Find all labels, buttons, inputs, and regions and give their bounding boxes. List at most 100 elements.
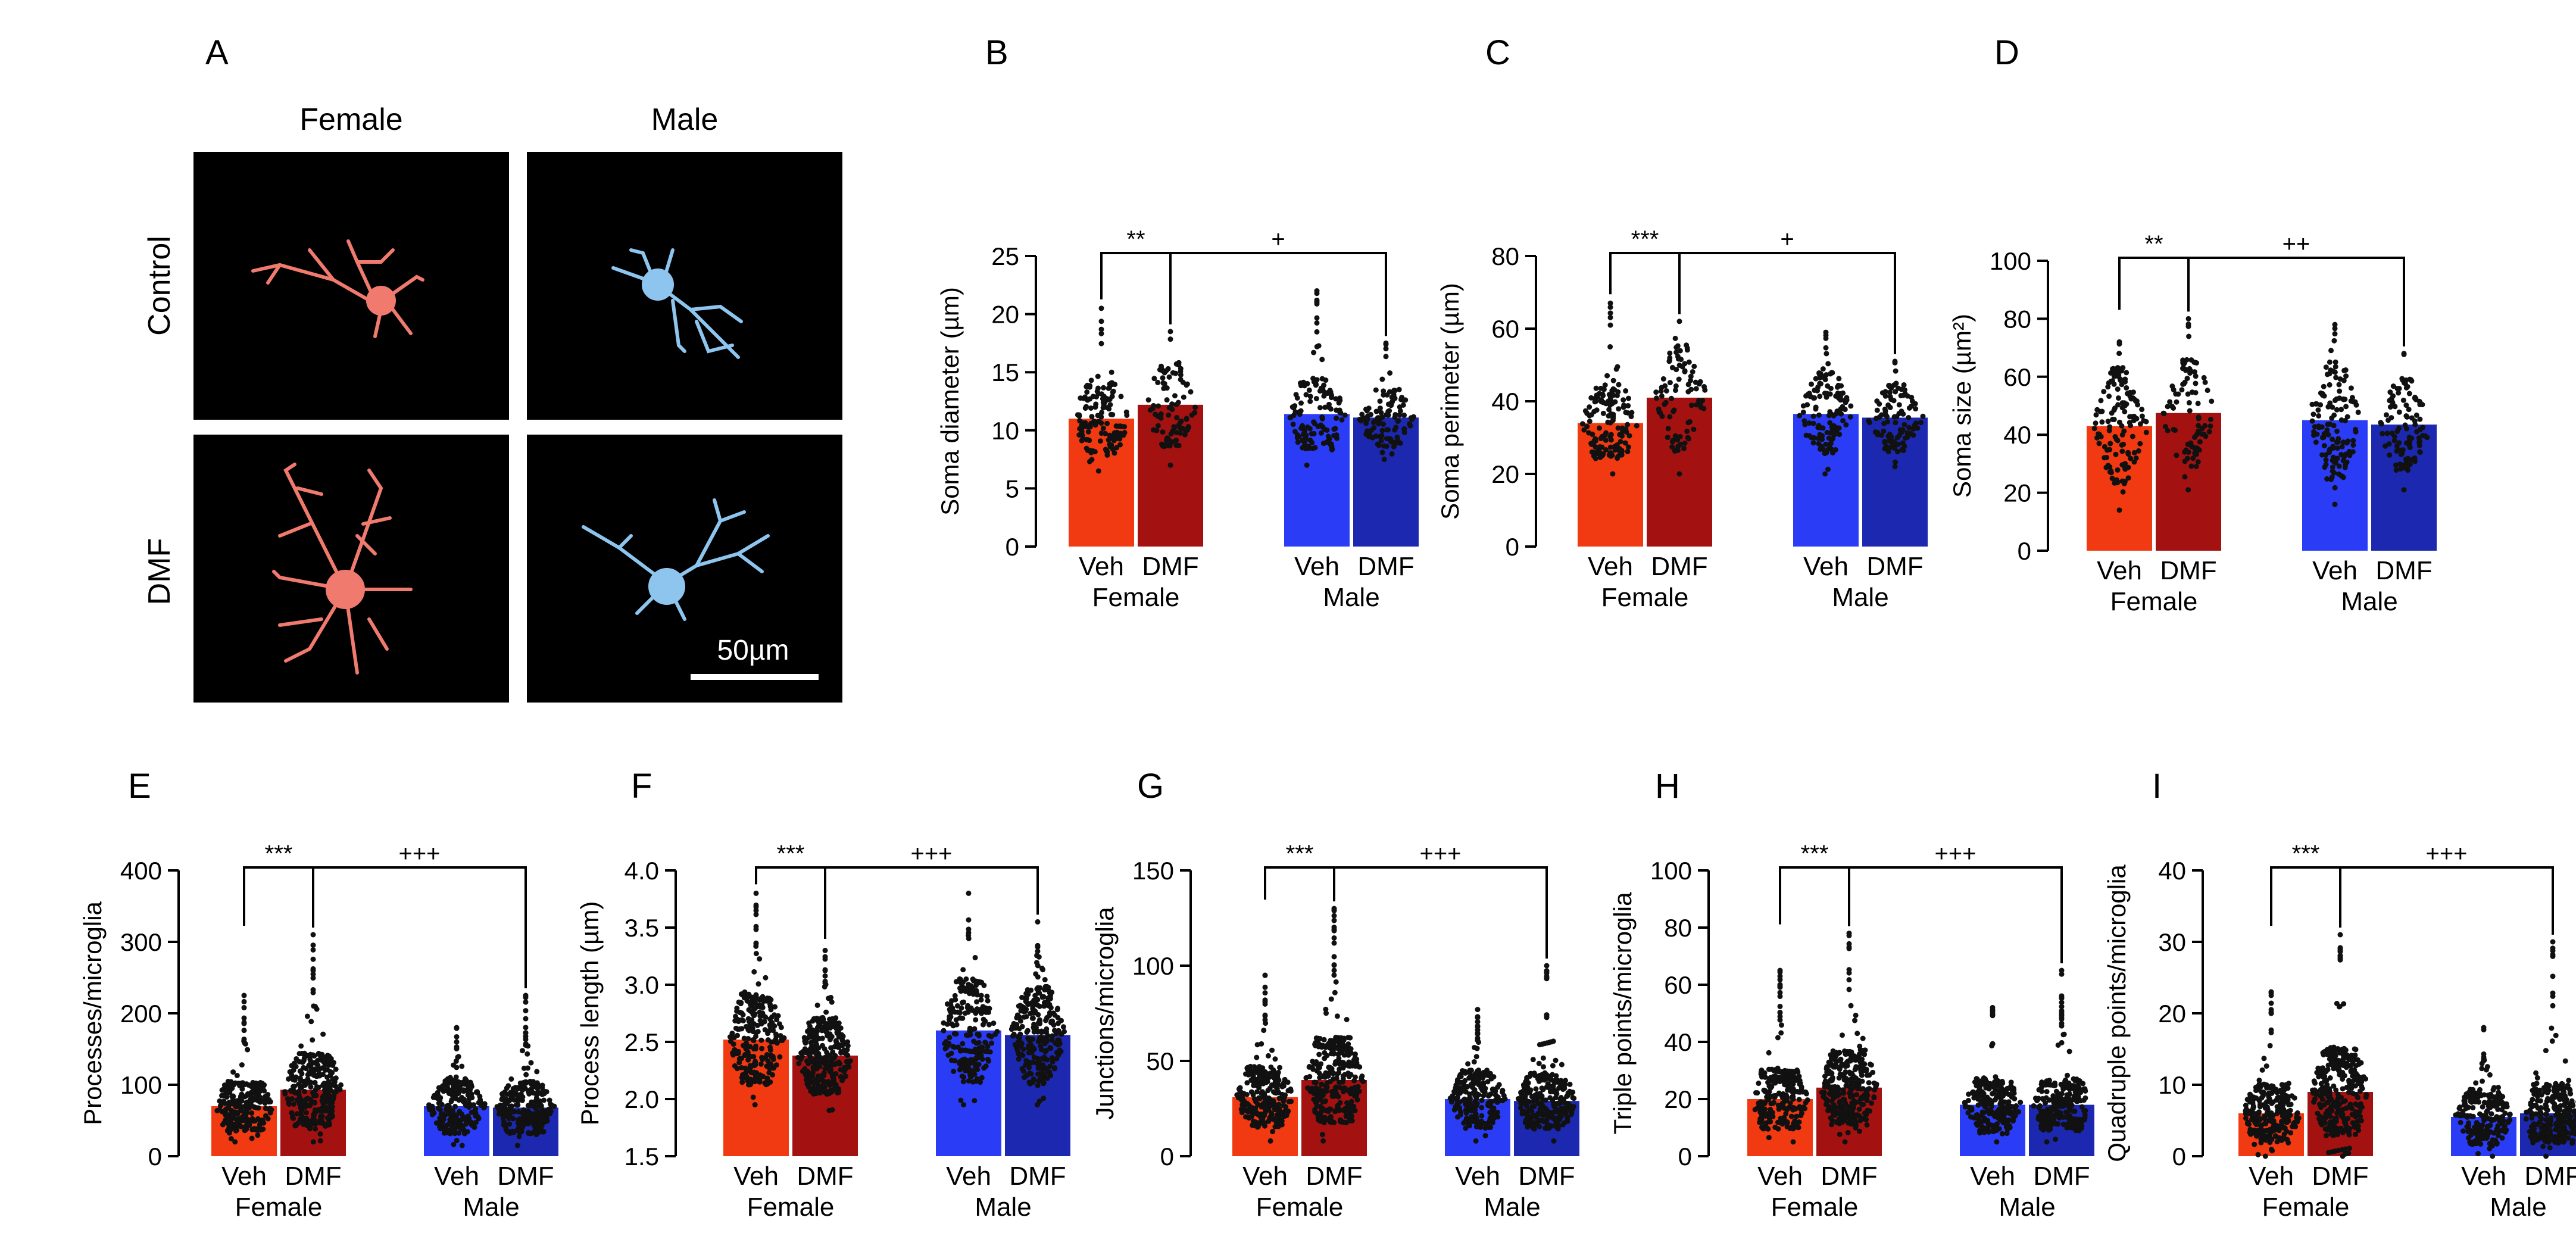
data-point — [765, 1058, 771, 1064]
data-point — [1265, 1053, 1271, 1059]
data-point — [1313, 1035, 1319, 1041]
data-point — [1270, 1129, 1276, 1135]
data-point — [2127, 394, 2133, 399]
data-point — [2207, 416, 2213, 422]
data-point — [1817, 432, 1823, 438]
data-point — [1678, 357, 1684, 363]
data-point — [769, 1020, 775, 1026]
data-point — [1671, 408, 1676, 414]
data-point — [1454, 1099, 1460, 1105]
data-point — [951, 1069, 957, 1075]
y-tick-label: 5 — [1006, 475, 1019, 502]
data-point — [298, 1108, 304, 1114]
data-point — [1322, 404, 1328, 410]
data-point — [808, 1040, 814, 1045]
data-point — [2323, 457, 2329, 463]
data-point — [1397, 408, 1403, 414]
data-point — [1029, 1079, 1035, 1085]
data-point — [1486, 1125, 1492, 1131]
data-point — [1767, 1113, 1773, 1119]
data-point — [429, 1112, 435, 1117]
data-point — [1596, 448, 1602, 454]
data-point — [1322, 1098, 1328, 1104]
data-point — [1042, 984, 1048, 989]
data-point — [1902, 435, 1908, 441]
group-label-female: Female — [235, 1193, 323, 1222]
data-point — [263, 1113, 268, 1119]
data-point — [822, 947, 828, 953]
data-point — [1766, 1135, 1772, 1141]
data-point — [1753, 1090, 1759, 1095]
data-point — [1807, 394, 1813, 399]
data-point — [1351, 1078, 1357, 1084]
data-point — [214, 1108, 220, 1114]
data-point — [1041, 1095, 1047, 1101]
y-tick-label: 80 — [1491, 242, 1519, 270]
data-point — [328, 1069, 334, 1075]
data-point — [1338, 1119, 1344, 1125]
data-point — [245, 1082, 251, 1088]
data-point — [310, 947, 316, 953]
data-point — [1684, 342, 1690, 348]
data-point — [1837, 432, 1843, 438]
data-point — [1874, 398, 1880, 404]
data-point — [2397, 461, 2403, 467]
data-point — [2139, 407, 2145, 413]
data-point — [1259, 1041, 1264, 1047]
data-point — [1570, 1104, 1576, 1110]
data-point — [2128, 423, 2134, 429]
data-point — [510, 1091, 516, 1097]
data-point — [1803, 393, 1809, 399]
data-point — [1173, 429, 1179, 435]
data-point — [770, 1065, 776, 1071]
data-point — [1042, 1048, 1048, 1054]
data-point — [1843, 399, 1849, 405]
data-point — [308, 1019, 314, 1025]
y-tick-label: 3.5 — [625, 914, 659, 942]
data-point — [1098, 326, 1104, 332]
data-point — [1535, 1076, 1541, 1082]
data-point — [822, 967, 828, 973]
data-point — [753, 941, 759, 947]
data-point — [1685, 389, 1691, 395]
sig-label-female: ** — [1126, 226, 1145, 252]
data-point — [310, 975, 316, 981]
image-female-control — [193, 152, 509, 420]
data-point — [2195, 459, 2201, 465]
data-point — [747, 1000, 752, 1006]
data-point — [1314, 329, 1320, 335]
x-tick-label: DMF — [797, 1162, 853, 1191]
data-point — [2413, 412, 2419, 418]
data-point — [1373, 408, 1379, 414]
data-point — [2387, 452, 2393, 458]
data-point — [1031, 1054, 1037, 1060]
data-point — [260, 1126, 266, 1132]
data-point — [320, 1031, 326, 1037]
data-point — [297, 1068, 303, 1074]
data-point — [1470, 1079, 1476, 1085]
data-point — [1473, 1138, 1479, 1144]
data-point — [1031, 1010, 1036, 1016]
data-point — [796, 1060, 802, 1066]
data-point — [2094, 407, 2100, 413]
data-point — [516, 1085, 522, 1091]
data-point — [299, 1059, 305, 1065]
data-point — [2207, 423, 2213, 429]
data-point — [1848, 403, 1854, 409]
data-point — [1385, 412, 1391, 418]
data-point — [811, 1080, 817, 1086]
data-point — [1827, 442, 1833, 448]
data-point — [1544, 968, 1550, 974]
data-point — [1375, 441, 1381, 447]
data-point — [1335, 1044, 1341, 1050]
data-point — [1354, 1097, 1360, 1103]
data-point — [1085, 447, 1091, 453]
data-point — [296, 1088, 302, 1094]
x-tick-label: DMF — [1142, 552, 1198, 581]
data-point — [1180, 426, 1186, 432]
data-point — [1113, 445, 1119, 451]
data-point — [538, 1103, 544, 1109]
data-point — [1607, 344, 1613, 350]
data-point — [319, 1065, 325, 1071]
data-point — [2313, 439, 2319, 445]
